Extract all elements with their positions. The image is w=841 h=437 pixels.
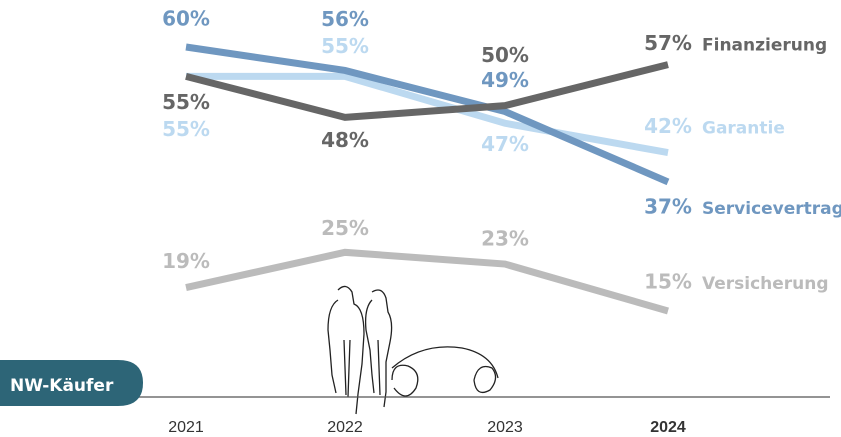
value-label: 49% (481, 68, 529, 92)
value-label: 57% (644, 31, 692, 55)
series-line (185, 43, 670, 186)
value-label: 48% (321, 128, 369, 152)
series-line (185, 248, 669, 315)
value-label: 50% (481, 43, 529, 67)
x-tick-label: 2022 (327, 419, 363, 436)
x-tick-label: 2024 (650, 419, 686, 436)
group-label: NW-Käufer (10, 376, 114, 396)
value-label: 42% (644, 114, 692, 138)
value-label: 55% (162, 117, 210, 141)
series-name: Versicherung (702, 274, 829, 294)
value-label: 23% (481, 227, 529, 251)
group-tab (0, 360, 143, 406)
value-label: 15% (644, 270, 692, 294)
value-label: 55% (162, 90, 210, 114)
value-label: 37% (644, 194, 692, 218)
value-label: 56% (321, 7, 369, 31)
value-label: 55% (321, 34, 369, 58)
series-name: Finanzierung (702, 36, 827, 56)
illustration (327, 285, 499, 415)
value-label: 60% (162, 7, 210, 31)
x-tick-label: 2023 (487, 419, 523, 436)
series-name: Garantie (702, 119, 785, 139)
series-line (186, 72, 669, 157)
value-label: 47% (481, 132, 529, 156)
value-label: 19% (162, 249, 210, 273)
value-label: 25% (321, 216, 369, 240)
series-line (185, 61, 669, 121)
series-name: Servicevertrag (702, 199, 841, 219)
x-tick-label: 2021 (168, 419, 204, 436)
